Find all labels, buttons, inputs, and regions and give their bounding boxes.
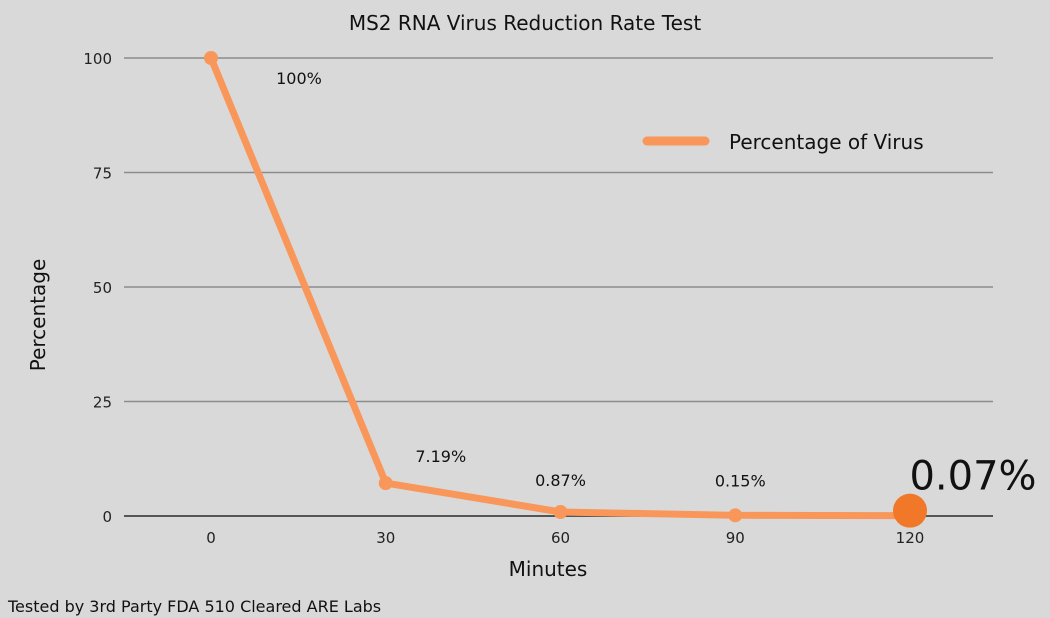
- x-tick-label: 90: [726, 529, 745, 547]
- y-tick-label: 100: [83, 50, 112, 68]
- y-tick-label: 75: [93, 165, 112, 183]
- data-point: [728, 508, 743, 523]
- data-label: 7.19%: [415, 447, 466, 466]
- footnote: Tested by 3rd Party FDA 510 Cleared ARE …: [7, 597, 381, 616]
- x-tick-label: 30: [376, 529, 395, 547]
- data-point: [893, 493, 927, 528]
- chart-title: MS2 RNA Virus Reduction Rate Test: [349, 11, 702, 35]
- data-label: 0.07%: [909, 454, 1036, 500]
- legend-label: Percentage of Virus: [729, 130, 924, 154]
- data-point: [378, 476, 393, 491]
- data-label: 100%: [276, 69, 322, 88]
- y-tick-label: 0: [102, 508, 112, 526]
- x-tick-label: 120: [896, 529, 925, 547]
- legend: Percentage of Virus: [642, 130, 924, 154]
- data-point: [204, 51, 218, 65]
- data-point: [553, 505, 568, 520]
- y-axis-label: Percentage: [26, 259, 50, 372]
- data-label: 0.15%: [715, 471, 766, 490]
- y-tick-label: 25: [93, 394, 112, 412]
- x-axis-label: Minutes: [509, 557, 588, 581]
- y-tick-label: 50: [93, 279, 112, 297]
- x-tick-label: 0: [206, 529, 216, 547]
- x-tick-label: 60: [551, 529, 570, 547]
- data-label: 0.87%: [535, 471, 586, 490]
